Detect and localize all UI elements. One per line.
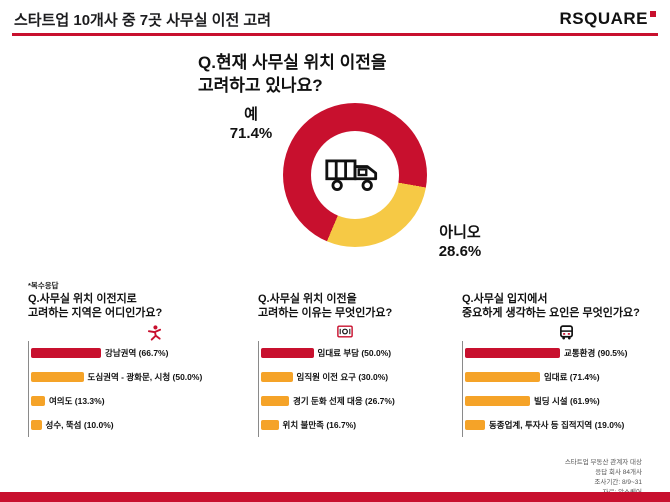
bar [465, 395, 530, 406]
donut-label-yes: 예 71.4% [216, 106, 286, 144]
bar-row: 임직원 이전 요구 (30.0%) [261, 365, 454, 389]
bar-group: 교통환경 (90.5%) 임대료 (71.4%) 빌딩 시설 (61.9%) 동… [462, 324, 664, 437]
source-line: 스타트업 부동산 관계자 대상 [564, 459, 642, 466]
bar-row: 위치 불만족 (16.7%) [261, 413, 454, 437]
bar-row: 강남권역 (66.7%) [31, 341, 246, 365]
yes-label: 예 [244, 106, 258, 123]
truck-icon [325, 159, 378, 191]
bar [31, 347, 102, 358]
chart-section-factors: Q.사무실 입지에서 중요하게 생각하는 요인은 무엇인가요? 교통환경 (90… [462, 292, 664, 437]
bar-label: 임직원 이전 요구 (30.0%) [296, 371, 389, 382]
no-label: 아니오 [439, 224, 481, 241]
donut-question-line2: 고려하고 있나요? [198, 75, 323, 95]
bar-label: 임대료 부담 (50.0%) [317, 347, 392, 358]
dancer-icon [147, 324, 162, 341]
header: 스타트업 10개사 중 7곳 사무실 이전 고려 RSQUARE [14, 7, 656, 31]
section-question: Q.사무실 위치 이전지로 고려하는 지역은 어디인가요? [28, 292, 246, 321]
bar [465, 371, 540, 382]
bar-label: 여의도 (13.3%) [48, 395, 105, 406]
donut-question-line1: Q.현재 사무실 위치 이전을 [198, 53, 387, 72]
bar-label: 동종업계, 투자사 등 집적지역 (19.0%) [488, 419, 625, 430]
source-line: 조사기간: 8/9~31 [594, 479, 642, 487]
chart-section-regions: Q.사무실 위치 이전지로 고려하는 지역은 어디인가요? 강남권역 (66.7… [28, 292, 246, 437]
bar [261, 347, 314, 358]
bar [261, 371, 293, 382]
bar [31, 395, 45, 406]
question-line2: 고려하는 이유는 무엇인가요? [258, 307, 393, 320]
source-line: 응답 회사 84개사 [595, 469, 642, 477]
bar-row: 임대료 부담 (50.0%) [261, 341, 454, 365]
question-line1: Q.사무실 위치 이전을 [258, 293, 357, 305]
bar-label: 도심권역 - 광화문, 시청 (50.0%) [87, 371, 203, 382]
section-question: Q.사무실 위치 이전을 고려하는 이유는 무엇인가요? [258, 292, 454, 321]
bar-row: 여의도 (13.3%) [31, 389, 246, 413]
donut-ring [283, 103, 427, 247]
no-value: 28.6% [438, 242, 482, 260]
bottom-accent-bar [0, 492, 670, 502]
logo-text: RSQUARE [559, 9, 648, 28]
donut-label-no: 아니오 28.6% [422, 224, 498, 262]
rsquare-logo: RSQUARE [559, 9, 656, 29]
bar-row: 임대료 (71.4%) [465, 365, 664, 389]
bar [261, 395, 290, 406]
bus-icon [560, 324, 573, 340]
bar-label: 교통환경 (90.5%) [564, 347, 628, 358]
multi-answer-note: *복수응답 [28, 281, 59, 290]
question-line2: 중요하게 생각하는 요인은 무엇인가요? [462, 307, 640, 320]
bar [465, 419, 485, 430]
bar-label: 임대료 (71.4%) [543, 371, 600, 382]
header-divider [12, 33, 658, 36]
bar [31, 371, 84, 382]
bar-row: 도심권역 - 광화문, 시청 (50.0%) [31, 365, 246, 389]
section-question: Q.사무실 입지에서 중요하게 생각하는 요인은 무엇인가요? [462, 292, 664, 321]
donut-hole [311, 131, 399, 219]
yes-value: 71.4% [229, 124, 273, 142]
bar-row: 성수, 뚝섬 (10.0%) [31, 413, 246, 437]
question-line1: Q.사무실 위치 이전지로 [28, 293, 137, 305]
question-line2: 고려하는 지역은 어디인가요? [28, 307, 163, 320]
bar [261, 419, 279, 430]
bar-group: 강남권역 (66.7%) 도심권역 - 광화문, 시청 (50.0%) 여의도 … [28, 324, 246, 437]
rent-bill-icon [337, 325, 353, 338]
bar-row: 경기 둔화 선제 대응 (26.7%) [261, 389, 454, 413]
logo-square-icon [650, 11, 656, 17]
bar-row: 동종업계, 투자사 등 집적지역 (19.0%) [465, 413, 664, 437]
bar [31, 419, 42, 430]
bar-label: 빌딩 시설 (61.9%) [533, 395, 600, 406]
bar [465, 347, 561, 358]
page-title: 스타트업 10개사 중 7곳 사무실 이전 고려 [14, 11, 272, 29]
bar-label: 강남권역 (66.7%) [105, 347, 169, 358]
bar-label: 경기 둔화 선제 대응 (26.7%) [293, 395, 395, 406]
chart-section-reasons: Q.사무실 위치 이전을 고려하는 이유는 무엇인가요? 임대료 부담 (50.… [258, 292, 454, 437]
donut-question: Q.현재 사무실 위치 이전을 고려하고 있나요? [198, 52, 387, 98]
bar-label: 성수, 뚝섬 (10.0%) [45, 419, 114, 430]
bar-row: 교통환경 (90.5%) [465, 341, 664, 365]
bar-group: 임대료 부담 (50.0%) 임직원 이전 요구 (30.0%) 경기 둔화 선… [258, 325, 454, 437]
bar-label: 위치 불만족 (16.7%) [282, 419, 357, 430]
question-line1: Q.사무실 입지에서 [462, 293, 548, 305]
bar-row: 빌딩 시설 (61.9%) [465, 389, 664, 413]
